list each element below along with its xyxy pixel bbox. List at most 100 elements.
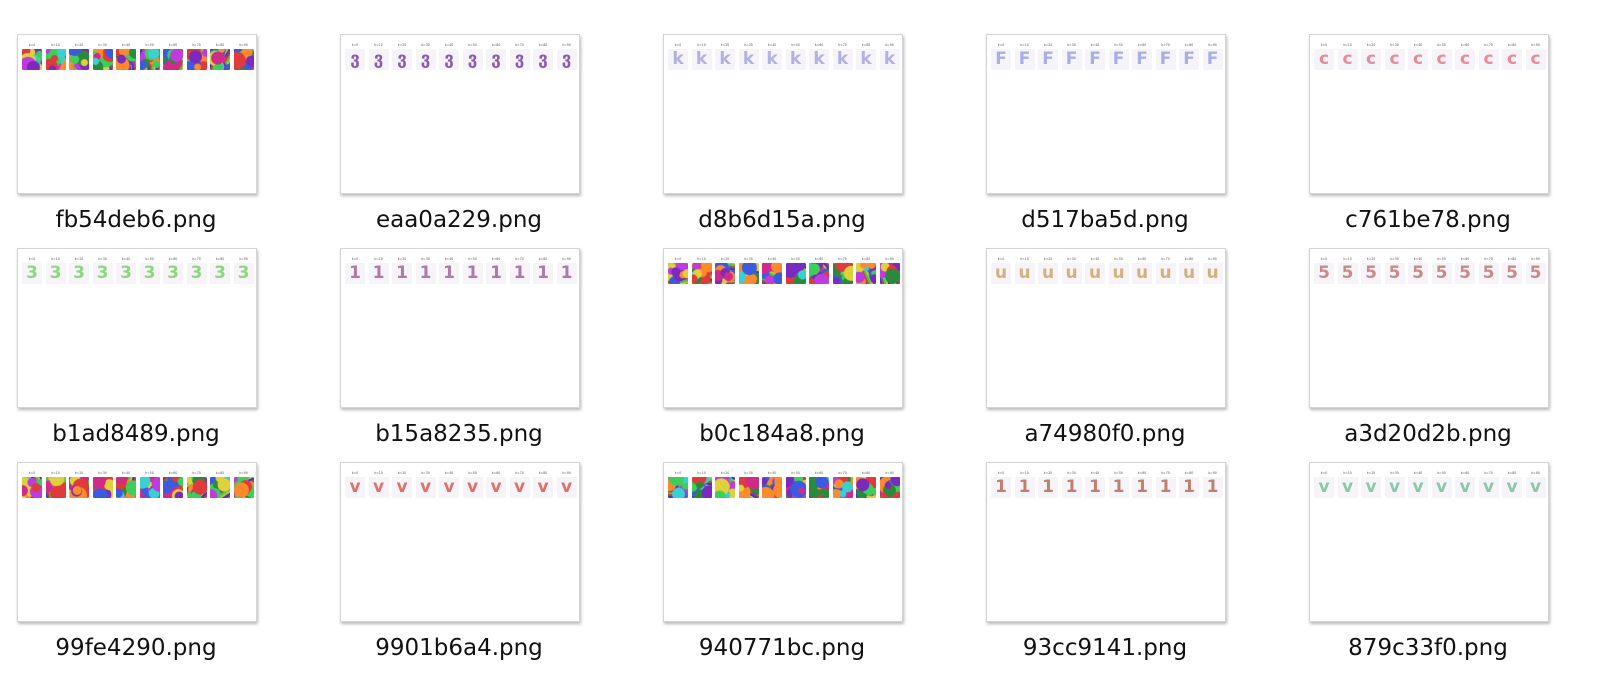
file-name[interactable]: fb54deb6.png bbox=[55, 207, 217, 233]
file-name[interactable]: a74980f0.png bbox=[1024, 421, 1186, 447]
glyph-sample: u bbox=[1132, 263, 1152, 284]
strip-cell: k=90 ვ bbox=[556, 43, 578, 73]
glyph-sample: v bbox=[392, 477, 412, 498]
strip-cell: k=70 bbox=[186, 471, 208, 501]
step-label: k=70 bbox=[1161, 471, 1170, 475]
step-label: k=40 bbox=[1413, 43, 1423, 47]
file-thumbnail[interactable]: k=0 k=10 k=20 k=30 k=40 k=50 k=60 k=70 k=80 k=90 bbox=[663, 248, 903, 408]
step-label: k=20 bbox=[1366, 257, 1376, 261]
glyph-sample: u bbox=[1085, 263, 1105, 284]
strip-cell: k=60 bbox=[162, 471, 184, 501]
file-name[interactable]: a3d20d2b.png bbox=[1344, 421, 1512, 447]
file-thumbnail[interactable]: k=0 1 k=10 1 k=20 1 k=30 1 k=40 1 k=50 1 k=60 1 k=70 1 k… bbox=[986, 462, 1226, 622]
file-name[interactable]: 879c33f0.png bbox=[1348, 635, 1508, 661]
file-name[interactable]: 9901b6a4.png bbox=[375, 635, 543, 661]
file-thumbnail[interactable]: k=0 k k=10 k k=20 k k=30 k k=40 k k=50 k k=60 k k=70 k k… bbox=[663, 34, 903, 194]
strip-cell: k=40 v bbox=[438, 471, 460, 501]
file-item[interactable]: k=0 3 k=10 3 k=20 3 k=30 3 k=40 3 k=50 3 k=60 3 k=70 3 k… bbox=[17, 248, 317, 462]
strip-cell: k=20 bbox=[68, 471, 90, 501]
file-thumbnail[interactable]: k=0 k=10 k=20 k=30 k=40 k=50 k=60 k=70 k=80 k=90 bbox=[663, 462, 903, 622]
file-thumbnail[interactable]: k=0 5 k=10 5 k=20 5 k=30 5 k=40 5 k=50 5 k=60 5 k=70 5 k… bbox=[1309, 248, 1549, 408]
file-thumbnail[interactable]: k=0 k=10 k=20 k=30 k=40 k=50 k=60 k=70 k=80 k=90 bbox=[17, 34, 257, 194]
glyph-sample: F bbox=[1085, 49, 1105, 70]
file-item[interactable]: k=0 k k=10 k k=20 k k=30 k k=40 k k=50 k k=60 k k=70 k k… bbox=[663, 34, 963, 248]
glyph-sample: 5 bbox=[1314, 263, 1334, 284]
glyph-sample: v bbox=[1502, 477, 1522, 498]
file-item[interactable]: k=0 v k=10 v k=20 v k=30 v k=40 v k=50 v k=60 v k=70 v k… bbox=[1309, 462, 1597, 676]
file-item[interactable]: k=0 5 k=10 5 k=20 5 k=30 5 k=40 5 k=50 5 k=60 5 k=70 5 k… bbox=[1309, 248, 1597, 462]
noise-sample bbox=[92, 49, 113, 70]
file-name[interactable]: 940771bc.png bbox=[698, 635, 866, 661]
file-item[interactable]: k=0 k=10 k=20 k=30 k=40 k=50 k=60 k=70 k=80 k=90 f… bbox=[17, 34, 317, 248]
file-name[interactable]: b15a8235.png bbox=[375, 421, 543, 447]
file-name[interactable]: 93cc9141.png bbox=[1022, 635, 1188, 661]
glyph-char: ვ bbox=[397, 49, 407, 69]
strip-cell: k=60 3 bbox=[162, 257, 184, 287]
file-name[interactable]: b0c184a8.png bbox=[699, 421, 865, 447]
step-label: k=80 bbox=[1184, 43, 1194, 47]
glyph-char: 1 bbox=[466, 263, 479, 283]
step-label: k=30 bbox=[421, 257, 430, 261]
file-name[interactable]: 99fe4290.png bbox=[55, 635, 217, 661]
step-label: k=10 bbox=[697, 257, 706, 261]
strip-cell: k=90 F bbox=[1202, 43, 1224, 73]
strip-cell: k=20 v bbox=[1360, 471, 1382, 501]
file-item[interactable]: k=0 1 k=10 1 k=20 1 k=30 1 k=40 1 k=50 1 k=60 1 k=70 1 k… bbox=[340, 248, 640, 462]
strip-cell: k=80 u bbox=[1178, 257, 1200, 287]
glyph-sample: 1 bbox=[1108, 477, 1129, 498]
glyph-sample: 1 bbox=[368, 263, 389, 284]
noise-sample bbox=[210, 477, 230, 498]
file-name[interactable]: d8b6d15a.png bbox=[698, 207, 866, 233]
strip-cell: k=10 ვ bbox=[368, 43, 390, 73]
glyph-sample: k bbox=[668, 49, 688, 70]
file-item[interactable]: k=0 k=10 k=20 k=30 k=40 k=50 k=60 k=70 k=80 k=90 9… bbox=[17, 462, 317, 676]
file-item[interactable]: k=0 u k=10 u k=20 u k=30 u k=40 u k=50 u k=60 u k=70 u k… bbox=[986, 248, 1286, 462]
step-label: k=40 bbox=[767, 257, 777, 261]
file-thumbnail[interactable]: k=0 k=10 k=20 k=30 k=40 k=50 k=60 k=70 k=80 k=90 bbox=[17, 462, 257, 622]
file-name[interactable]: eaa0a229.png bbox=[375, 207, 543, 233]
glyph-char: v bbox=[1435, 477, 1448, 497]
glyph-char: 5 bbox=[1482, 263, 1495, 283]
file-name[interactable]: b1ad8489.png bbox=[52, 421, 220, 447]
glyph-char: 5 bbox=[1435, 263, 1448, 283]
glyph-sample: 1 bbox=[991, 477, 1011, 498]
file-thumbnail[interactable]: k=0 u k=10 u k=20 u k=30 u k=40 u k=50 u k=60 u k=70 u k… bbox=[986, 248, 1226, 408]
step-label: k=60 bbox=[491, 471, 501, 475]
file-thumbnail[interactable]: k=0 v k=10 v k=20 v k=30 v k=40 v k=50 v k=60 v k=70 v k… bbox=[1309, 462, 1549, 622]
glyph-sample: 3 bbox=[139, 263, 160, 284]
glyph-sample: ვ bbox=[533, 49, 553, 70]
file-name[interactable]: d517ba5d.png bbox=[1021, 207, 1189, 233]
file-thumbnail[interactable]: k=0 v k=10 v k=20 v k=30 v k=40 v k=50 v k=60 v k=70 v k… bbox=[340, 462, 580, 622]
file-item[interactable]: k=0 ვ k=10 ვ k=20 ვ k=30 ვ k=40 ვ k=50 ვ k=60 ვ k=70 ვ k… bbox=[340, 34, 640, 248]
step-label: k=30 bbox=[98, 43, 107, 47]
file-thumbnail[interactable]: k=0 c k=10 c k=20 c k=30 c k=40 c k=50 c k=60 c k=70 c k… bbox=[1309, 34, 1549, 194]
file-name[interactable]: c761be78.png bbox=[1345, 207, 1511, 233]
strip-cell: k=20 5 bbox=[1360, 257, 1382, 287]
glyph-char: c bbox=[1412, 49, 1424, 69]
step-label: k=70 bbox=[192, 257, 201, 261]
strip-cell: k=40 bbox=[761, 471, 783, 501]
strip-cell: k=80 ვ bbox=[532, 43, 554, 73]
glyph-char: ვ bbox=[444, 49, 454, 69]
file-item[interactable]: k=0 k=10 k=20 k=30 k=40 k=50 k=60 k=70 k=80 k=90 9… bbox=[663, 462, 963, 676]
file-thumbnail[interactable]: k=0 ვ k=10 ვ k=20 ვ k=30 ვ k=40 ვ k=50 ვ k=60 ვ k=70 ვ k… bbox=[340, 34, 580, 194]
glyph-sample: u bbox=[1108, 263, 1129, 284]
file-item[interactable]: k=0 1 k=10 1 k=20 1 k=30 1 k=40 1 k=50 1 k=60 1 k=70 1 k… bbox=[986, 462, 1286, 676]
file-item[interactable]: k=0 v k=10 v k=20 v k=30 v k=40 v k=50 v k=60 v k=70 v k… bbox=[340, 462, 640, 676]
file-item[interactable]: k=0 k=10 k=20 k=30 k=40 k=50 k=60 k=70 k=80 k=90 b… bbox=[663, 248, 963, 462]
glyph-char: F bbox=[995, 49, 1007, 69]
file-thumbnail[interactable]: k=0 1 k=10 1 k=20 1 k=30 1 k=40 1 k=50 1 k=60 1 k=70 1 k… bbox=[340, 248, 580, 408]
file-thumbnail[interactable]: k=0 3 k=10 3 k=20 3 k=30 3 k=40 3 k=50 3 k=60 3 k=70 3 k… bbox=[17, 248, 257, 408]
step-label: k=10 bbox=[51, 43, 60, 47]
step-label: k=20 bbox=[720, 471, 730, 475]
glyph-sample: v bbox=[1408, 477, 1428, 498]
strip-cell: k=0 bbox=[667, 257, 689, 287]
glyph-sample: 3 bbox=[22, 263, 42, 284]
step-label: k=10 bbox=[1343, 257, 1352, 261]
file-item[interactable]: k=0 c k=10 c k=20 c k=30 c k=40 c k=50 c k=60 c k=70 c k… bbox=[1309, 34, 1597, 248]
step-label: k=40 bbox=[121, 471, 131, 475]
glyph-char: v bbox=[1318, 477, 1330, 497]
glyph-sample: c bbox=[1361, 49, 1381, 70]
